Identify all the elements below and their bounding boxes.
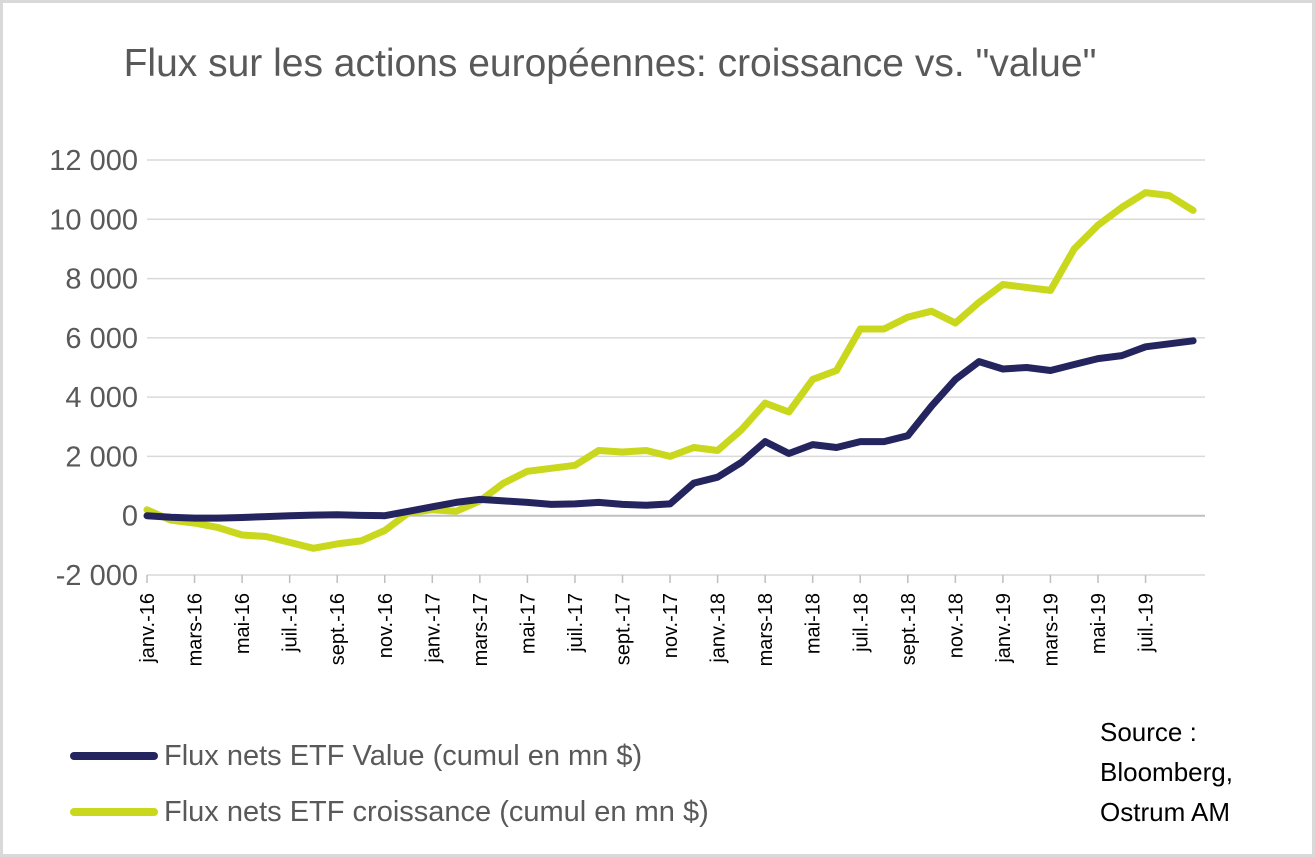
x-tick-label: sept.-16 bbox=[327, 593, 349, 665]
y-tick-label: 12 000 bbox=[49, 145, 138, 177]
x-tick-label: mai-17 bbox=[517, 593, 539, 654]
x-tick-label: mars-17 bbox=[470, 593, 492, 666]
x-tick-label: juil.-18 bbox=[850, 593, 872, 653]
x-tick-label: sept.-18 bbox=[898, 593, 920, 665]
y-axis-ticks: -2 000 0 2 000 4 000 6 000 8 000 10 000 12 000 bbox=[49, 145, 138, 592]
y-tick-label: 10 000 bbox=[49, 204, 138, 236]
x-tick-label: janv.-16 bbox=[137, 593, 159, 664]
y-tick-label: 4 000 bbox=[65, 382, 138, 414]
x-tick-label: mai-18 bbox=[803, 593, 825, 654]
legend-swatch-croissance bbox=[70, 808, 158, 816]
x-tick-label: mars-16 bbox=[185, 593, 207, 666]
y-tick-label: 2 000 bbox=[65, 441, 138, 473]
y-tick-label: 6 000 bbox=[65, 323, 138, 355]
x-tick-label: juil.-19 bbox=[1136, 593, 1158, 653]
legend-item-value: Flux nets ETF Value (cumul en mn $) bbox=[70, 728, 709, 784]
x-axis-ticks: janv.-16 mars-16 mai-16 juil.-16 sept.-16 nov… bbox=[137, 575, 1158, 666]
source-line-3: Ostrum AM bbox=[1100, 797, 1231, 827]
legend-label-value: Flux nets ETF Value (cumul en mn $) bbox=[164, 739, 643, 772]
legend-item-croissance: Flux nets ETF croissance (cumul en mn $) bbox=[70, 784, 709, 840]
x-tick-label: janv.-18 bbox=[708, 593, 730, 664]
chart-title: Flux sur les actions européennes: croiss… bbox=[123, 42, 1097, 85]
x-tick-label: nov.-16 bbox=[375, 593, 397, 658]
x-tick-label: juil.-16 bbox=[280, 593, 302, 653]
x-tick-label: nov.-18 bbox=[945, 593, 967, 658]
x-tick-label: juil.-17 bbox=[565, 593, 587, 653]
x-tick-label: mai-16 bbox=[232, 593, 254, 654]
x-tick-label: nov.-17 bbox=[660, 593, 682, 658]
series-line-croissance bbox=[143, 189, 1197, 552]
source-note: Source : Bloomberg, Ostrum AM bbox=[1100, 712, 1233, 832]
y-tick-label: 0 bbox=[122, 501, 138, 533]
y-tick-label: -2 000 bbox=[56, 560, 138, 592]
x-tick-label: mars-18 bbox=[755, 593, 777, 666]
x-tick-label: janv.-17 bbox=[422, 593, 444, 664]
legend-swatch-value bbox=[70, 752, 158, 760]
source-line-1: Source : bbox=[1100, 717, 1197, 747]
x-tick-label: janv.-19 bbox=[993, 593, 1015, 664]
legend-label-croissance: Flux nets ETF croissance (cumul en mn $) bbox=[164, 795, 709, 828]
legend: Flux nets ETF Value (cumul en mn $) Flux… bbox=[70, 728, 709, 840]
series-line-value bbox=[143, 337, 1197, 522]
x-tick-label: sept.-17 bbox=[613, 593, 635, 665]
x-tick-label: mai-19 bbox=[1088, 593, 1110, 654]
source-line-2: Bloomberg, bbox=[1100, 757, 1233, 787]
x-tick-label: mars-19 bbox=[1040, 593, 1062, 666]
series-lines bbox=[143, 189, 1197, 552]
y-tick-label: 8 000 bbox=[65, 264, 138, 296]
